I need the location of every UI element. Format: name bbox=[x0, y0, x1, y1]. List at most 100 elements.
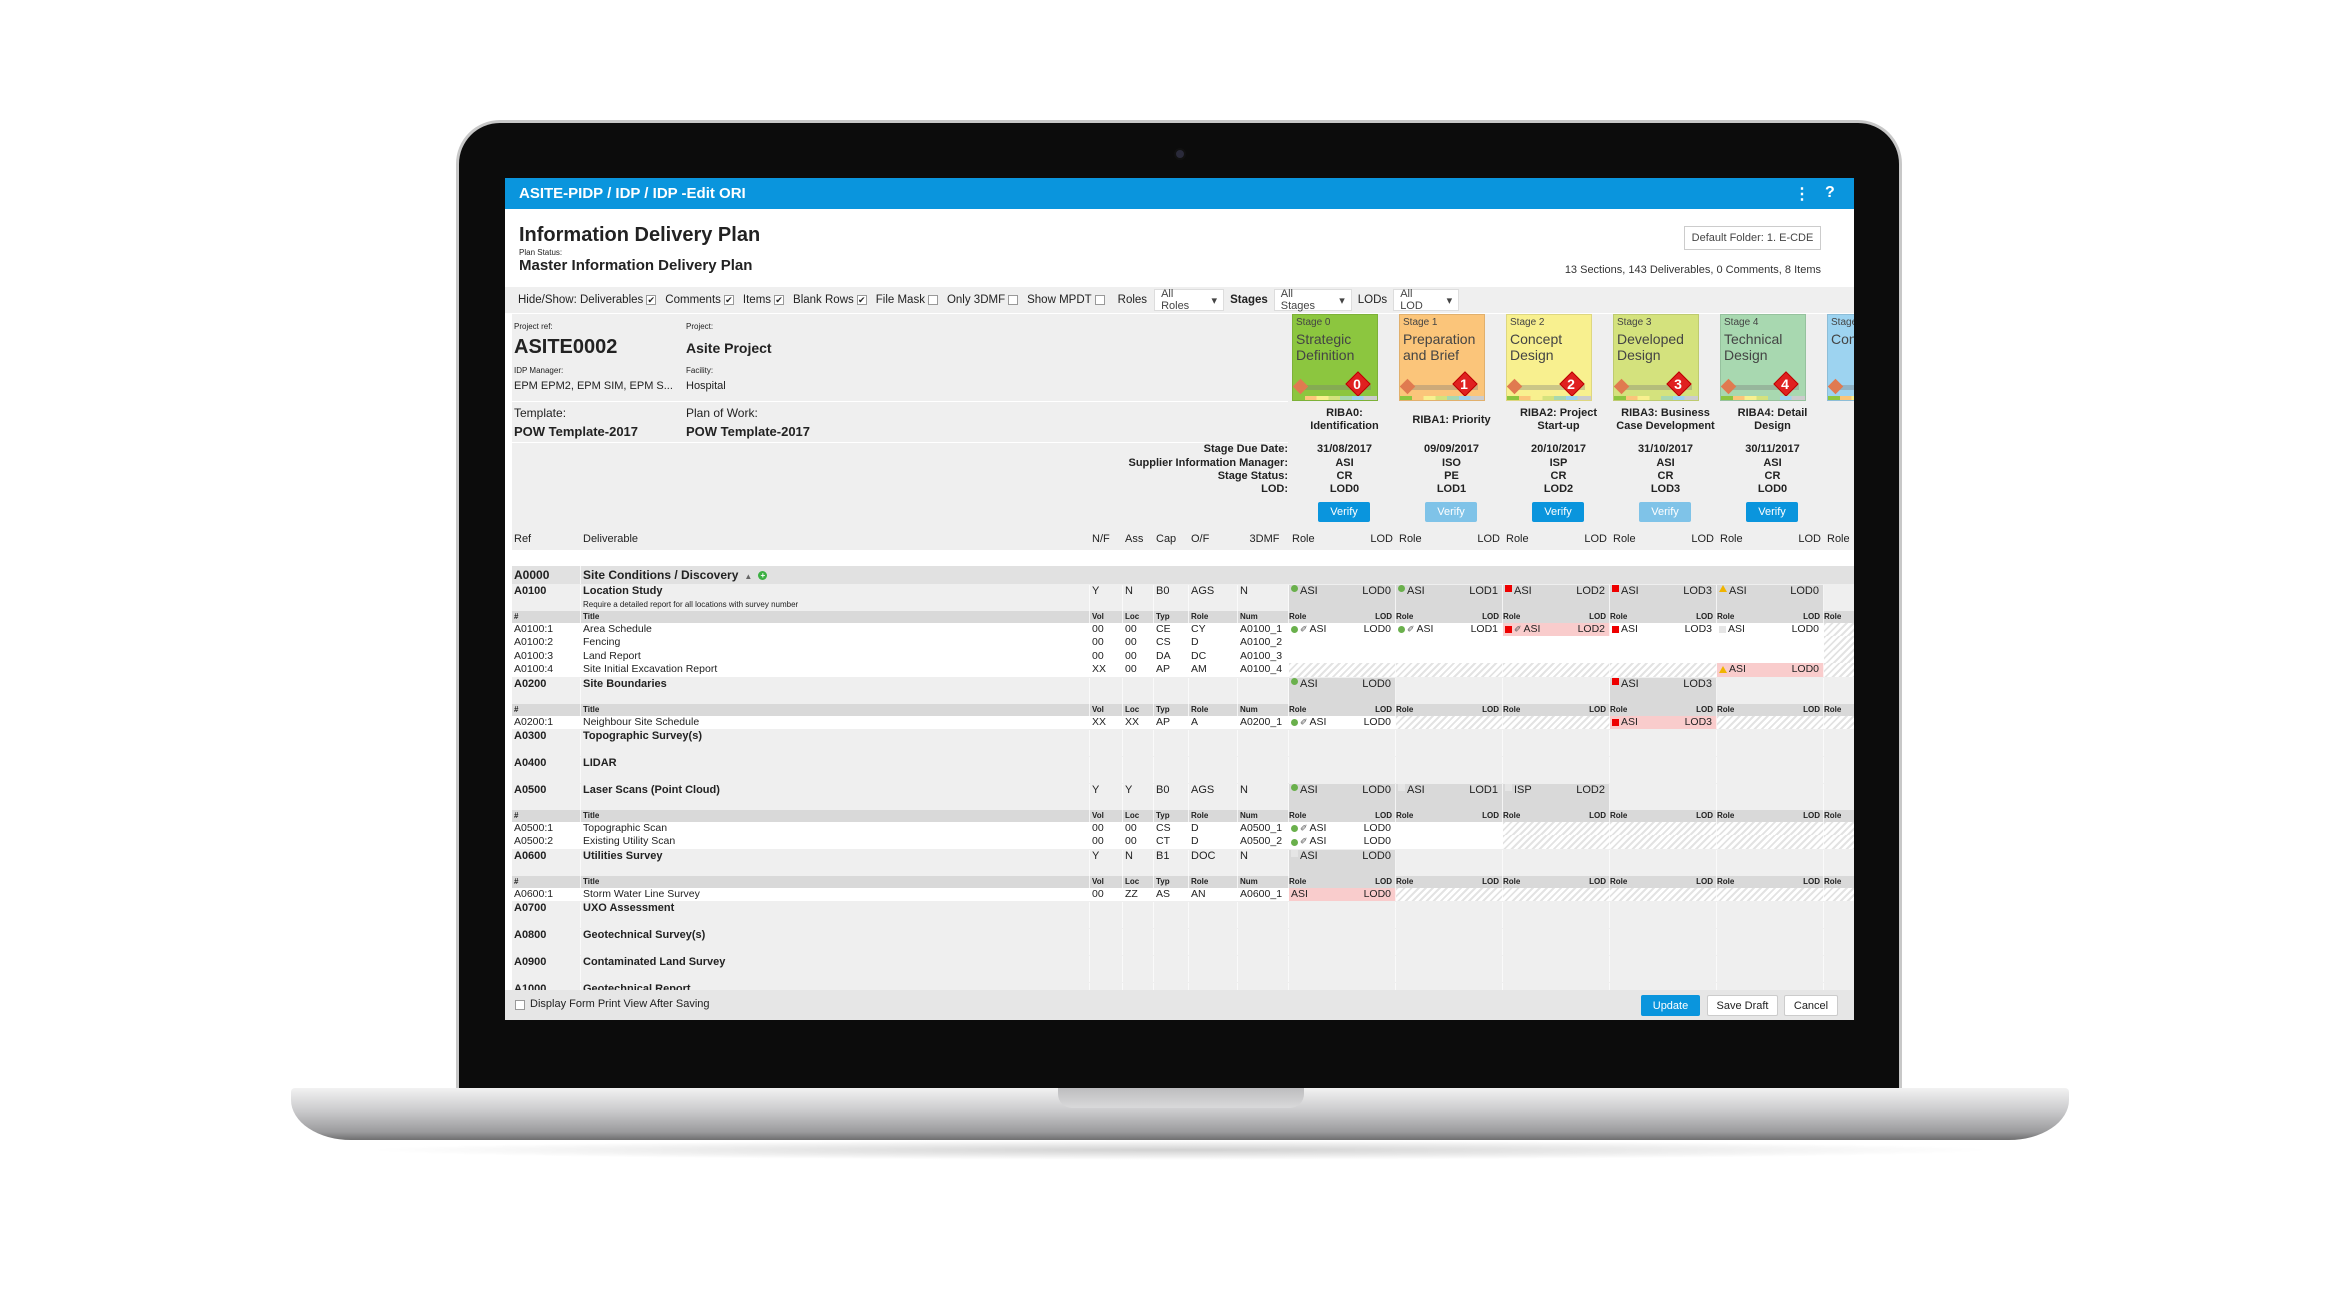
stage-cell[interactable] bbox=[1824, 636, 1854, 650]
item-row[interactable]: A0500:2 Existing Utility Scan 00 00 CT D A0500… bbox=[512, 835, 1854, 849]
deliverable-row[interactable]: A0200 Site Boundaries ASI LOD0 ASI LOD3 bbox=[512, 676, 1854, 704]
toggle-option[interactable]: Show MPDT bbox=[1027, 294, 1105, 306]
stage-cell[interactable]: ASI LOD2 bbox=[1503, 585, 1610, 611]
stage-cell[interactable]: ✐ ASI LOD0 bbox=[1289, 715, 1396, 729]
stage-card[interactable]: Stage 1 Preparation and Brief 1 bbox=[1399, 314, 1485, 401]
kebab-menu-icon[interactable]: ⋮ bbox=[1794, 186, 1810, 203]
paperclip-icon[interactable]: ✐ bbox=[1407, 624, 1415, 634]
stage-cell[interactable]: ✐ ASI LOD0 bbox=[1289, 821, 1396, 836]
stage-cell[interactable]: ASI LOD0 bbox=[1289, 783, 1396, 810]
toggle-option[interactable]: Only 3DMF bbox=[947, 294, 1019, 306]
stage-cell[interactable] bbox=[1503, 835, 1610, 849]
stage-cell[interactable]: ASI LOD0 bbox=[1717, 663, 1824, 677]
item-row[interactable]: A0100:4 Site Initial Excavation Report XX 0… bbox=[512, 663, 1854, 677]
verify-button[interactable]: Verify bbox=[1746, 502, 1798, 522]
paperclip-icon[interactable]: ✐ bbox=[1300, 716, 1308, 727]
stage-cell[interactable]: ✐ ASI LOD1 bbox=[1396, 623, 1503, 637]
stage-cell[interactable] bbox=[1396, 887, 1503, 902]
deliverable-row[interactable]: A0700 UXO Assessment bbox=[512, 901, 1854, 929]
stage-cell[interactable] bbox=[1610, 887, 1717, 902]
stage-cell[interactable] bbox=[1717, 821, 1824, 836]
item-row[interactable]: A0100:3 Land Report 00 00 DA DC A0100_3 bbox=[512, 649, 1854, 664]
stage-cell[interactable]: ISP LOD2 bbox=[1503, 783, 1610, 810]
toggle-option[interactable]: Blank Rows ✔ bbox=[793, 294, 867, 306]
deliverable-row[interactable]: A0100 Location Study Require a detailed re… bbox=[512, 584, 1854, 611]
item-row[interactable]: A0600:1 Storm Water Line Survey 00 ZZ AS AN A0… bbox=[512, 887, 1854, 902]
stage-cell[interactable]: ASI LOD0 bbox=[1289, 585, 1396, 611]
item-row[interactable]: A0200:1 Neighbour Site Schedule XX XX AP A A02… bbox=[512, 715, 1854, 729]
stage-cell[interactable]: ASI LOD3 bbox=[1610, 677, 1717, 704]
stage-cell[interactable] bbox=[1824, 649, 1854, 664]
stage-cell[interactable] bbox=[1503, 821, 1610, 836]
stage-cell[interactable] bbox=[1717, 715, 1824, 729]
default-folder-button[interactable]: Default Folder: 1. E-CDE bbox=[1684, 226, 1821, 250]
stage-cell[interactable] bbox=[1610, 663, 1717, 677]
stage-cell[interactable] bbox=[1610, 835, 1717, 849]
save-draft-button[interactable]: Save Draft bbox=[1707, 995, 1778, 1016]
stage-cell[interactable] bbox=[1503, 715, 1610, 729]
paperclip-icon[interactable]: ✐ bbox=[1514, 624, 1522, 634]
collapse-arrow-icon[interactable]: ▲ bbox=[744, 572, 753, 581]
paperclip-icon[interactable]: ✐ bbox=[1300, 836, 1308, 847]
stage-cell[interactable] bbox=[1503, 663, 1610, 677]
stage-cell[interactable]: ASI LOD3 bbox=[1610, 715, 1717, 729]
stage-card[interactable]: Stage 4 Technical Design 4 bbox=[1720, 314, 1806, 401]
checkbox[interactable]: ✔ bbox=[856, 295, 867, 305]
add-icon[interactable]: + bbox=[758, 571, 768, 580]
deliverable-row[interactable]: A0800 Geotechnical Survey(s) bbox=[512, 928, 1854, 956]
stage-cell[interactable] bbox=[1717, 887, 1824, 902]
stage-cell[interactable] bbox=[1610, 821, 1717, 836]
toggle-option[interactable]: Hide/Show: Deliverables ✔ bbox=[518, 294, 657, 306]
checkbox[interactable]: ✔ bbox=[774, 295, 785, 305]
stage-card[interactable]: Stage 3 Developed Design 3 bbox=[1613, 314, 1699, 401]
stage-cell[interactable]: ASI LOD0 bbox=[1717, 623, 1824, 637]
stage-cell[interactable]: ✐ ASI LOD2 bbox=[1503, 623, 1610, 637]
stages-select[interactable]: All Stages ▾ bbox=[1273, 288, 1352, 312]
stage-cell[interactable] bbox=[1824, 835, 1854, 849]
stage-cell[interactable]: ASI LOD1 bbox=[1396, 783, 1503, 810]
stage-cell[interactable]: ASI LOD0 bbox=[1289, 677, 1396, 704]
section-row[interactable]: A0000 Site Conditions / Discovery ▲ + bbox=[512, 566, 1854, 584]
update-button[interactable]: Update bbox=[1641, 995, 1700, 1016]
deliverable-row[interactable]: A0300 Topographic Survey(s) bbox=[512, 728, 1854, 756]
checkbox[interactable]: ✔ bbox=[646, 295, 657, 305]
stage-card[interactable]: Stage 0 Strategic Definition 0 bbox=[1292, 314, 1378, 401]
item-row[interactable]: A0500:1 Topographic Scan 00 00 CS D A0500_1 ✐ AS… bbox=[512, 821, 1854, 836]
stage-cell[interactable] bbox=[1824, 663, 1854, 677]
stage-cell[interactable] bbox=[1824, 623, 1854, 637]
stage-cell[interactable]: ✐ ASI LOD0 bbox=[1289, 623, 1396, 637]
stage-card[interactable]: Stage 2 Concept Design 2 bbox=[1506, 314, 1592, 401]
deliverable-row[interactable]: A0900 Contaminated Land Survey bbox=[512, 955, 1854, 983]
item-row[interactable]: A0100:2 Fencing 00 00 CS D A0100_2 bbox=[512, 636, 1854, 650]
stage-cell[interactable] bbox=[1396, 663, 1503, 677]
verify-button[interactable]: Verify bbox=[1639, 502, 1691, 522]
stage-cell[interactable] bbox=[1824, 887, 1854, 902]
checkbox[interactable] bbox=[1008, 295, 1019, 305]
stage-cell[interactable]: ASI LOD3 bbox=[1610, 623, 1717, 637]
stage-cell[interactable] bbox=[1717, 835, 1824, 849]
cancel-button[interactable]: Cancel bbox=[1784, 995, 1838, 1016]
toggle-option[interactable]: Items ✔ bbox=[743, 294, 785, 306]
verify-button[interactable]: Verify bbox=[1318, 502, 1370, 522]
paperclip-icon[interactable]: ✐ bbox=[1300, 624, 1308, 634]
deliverable-row[interactable]: A0400 LIDAR bbox=[512, 755, 1854, 783]
toggle-option[interactable]: File Mask bbox=[876, 294, 938, 306]
stage-cell[interactable] bbox=[1824, 715, 1854, 729]
verify-button[interactable]: Verify bbox=[1425, 502, 1477, 522]
stage-cell[interactable]: ASI LOD1 bbox=[1396, 585, 1503, 611]
paperclip-icon[interactable]: ✐ bbox=[1300, 822, 1308, 833]
deliverable-row[interactable]: A0500 Laser Scans (Point Cloud) Y Y B0 AGS N AS… bbox=[512, 782, 1854, 810]
verify-button[interactable]: Verify bbox=[1532, 502, 1584, 522]
stage-cell[interactable] bbox=[1503, 887, 1610, 902]
stage-cell[interactable]: ASI LOD0 bbox=[1289, 887, 1396, 902]
stage-cell[interactable] bbox=[1824, 821, 1854, 836]
toggle-option[interactable]: Comments ✔ bbox=[665, 294, 734, 306]
stage-card[interactable]: Stage Con bbox=[1827, 314, 1854, 401]
stage-cell[interactable] bbox=[1396, 715, 1503, 729]
stage-cell[interactable]: ✐ ASI LOD0 bbox=[1289, 835, 1396, 849]
checkbox[interactable] bbox=[1094, 295, 1105, 305]
help-icon[interactable]: ? bbox=[1825, 184, 1835, 201]
lods-select[interactable]: All LOD ▾ bbox=[1393, 288, 1460, 312]
roles-select[interactable]: All Roles ▾ bbox=[1154, 288, 1225, 312]
stage-cell[interactable]: ASI LOD0 bbox=[1289, 849, 1396, 876]
